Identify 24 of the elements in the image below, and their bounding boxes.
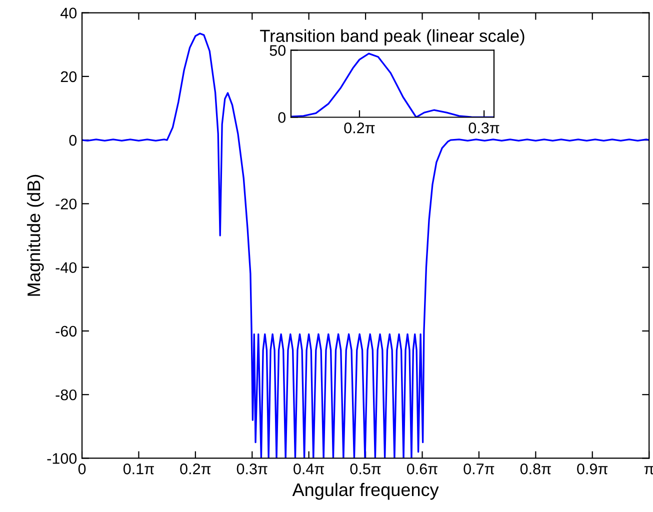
y-axis-title: Magnitude (dB) [26, 174, 44, 296]
y-tick-label: -60 [56, 326, 77, 337]
x-tick-label: 0.6π [406, 464, 438, 474]
y-tick-label: -40 [56, 262, 77, 274]
x-tick-label: 0.4π [294, 464, 324, 474]
y-tick-label: -80 [56, 389, 77, 400]
x-tick-label: 0.2π [344, 122, 375, 134]
x-axis-title: Angular frequency [292, 482, 439, 500]
y-tick-label: 0 [69, 134, 77, 146]
y-tick-label: 20 [60, 71, 77, 82]
x-tick-label: 0.8π [520, 464, 551, 474]
x-tick-label: 0.1π [123, 464, 154, 474]
x-tick-label: 0.2π [180, 464, 211, 474]
x-tick-label: 0.3π [236, 464, 268, 474]
y-tick-label: -100 [47, 453, 77, 464]
x-tick-label: 0.3π [468, 122, 500, 134]
x-tick-label: 0.7π [464, 464, 494, 474]
x-tick-label: 0 [78, 464, 86, 474]
y-tick-label: 40 [60, 8, 77, 18]
y-tick-label: -20 [56, 198, 77, 210]
chart-title: Transition band peak (linear scale) [260, 29, 524, 46]
x-tick-label: 0.5π [350, 464, 381, 474]
x-tick-label: 0.9π [577, 464, 608, 474]
y-tick-label: 50 [270, 45, 286, 56]
